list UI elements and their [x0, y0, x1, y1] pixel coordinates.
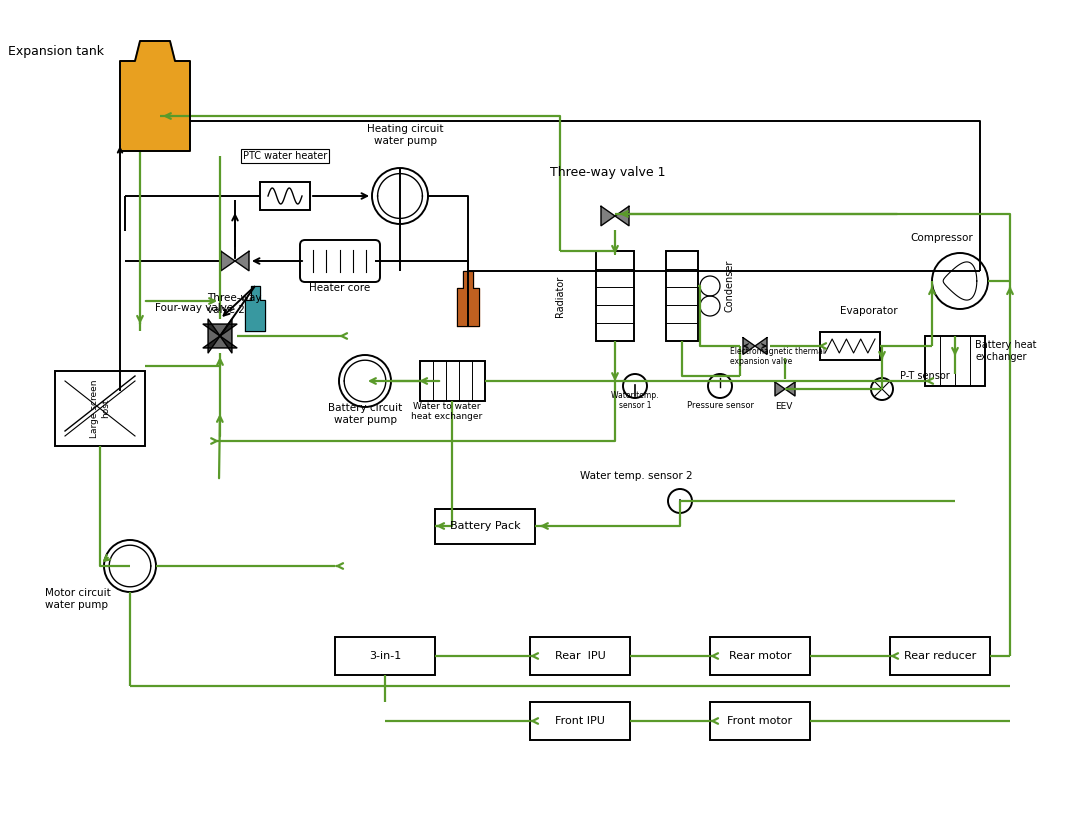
Bar: [420, 361, 485, 401]
Bar: [710, 637, 810, 675]
Text: Rear reducer: Rear reducer: [904, 651, 976, 661]
Bar: [890, 637, 990, 675]
Bar: [435, 509, 535, 543]
Text: EEV: EEV: [775, 402, 793, 411]
Text: Heating circuit
water pump: Heating circuit water pump: [367, 125, 444, 146]
Text: Condenser: Condenser: [724, 260, 735, 312]
Text: P-T sensor: P-T sensor: [900, 371, 950, 381]
Bar: [260, 182, 310, 210]
Text: Battery Pack: Battery Pack: [450, 521, 520, 531]
Text: Rear motor: Rear motor: [729, 651, 792, 661]
Polygon shape: [785, 382, 795, 396]
Polygon shape: [221, 251, 235, 271]
Polygon shape: [120, 41, 190, 151]
Polygon shape: [202, 336, 237, 348]
Text: Heater core: Heater core: [309, 283, 370, 293]
Text: Compressor: Compressor: [910, 233, 973, 243]
Polygon shape: [208, 319, 220, 353]
Text: Water temp.
sensor 1: Water temp. sensor 1: [612, 391, 659, 410]
Text: 3-in-1: 3-in-1: [369, 651, 401, 661]
Text: Four-way valve: Four-way valve: [155, 303, 234, 313]
Text: Front IPU: Front IPU: [555, 716, 605, 726]
Text: Radiator: Radiator: [555, 275, 565, 317]
Text: Battery circuit
water pump: Battery circuit water pump: [327, 403, 402, 425]
Text: Pressure sensor: Pressure sensor: [686, 401, 754, 410]
Bar: [820, 332, 880, 360]
Text: Three-way
valve 2: Three-way valve 2: [207, 293, 262, 315]
Bar: [925, 336, 985, 386]
Polygon shape: [775, 382, 785, 396]
Text: Three-way valve 1: Three-way valve 1: [550, 166, 666, 179]
Bar: [666, 251, 698, 341]
Polygon shape: [220, 319, 232, 353]
Text: Large screen
host: Large screen host: [90, 379, 110, 438]
Polygon shape: [743, 337, 755, 354]
Polygon shape: [601, 206, 615, 226]
Text: Front motor: Front motor: [727, 716, 793, 726]
Bar: [710, 702, 810, 740]
Text: Rear  IPU: Rear IPU: [555, 651, 605, 661]
Text: Electromagnetic thermal
expansion valve: Electromagnetic thermal expansion valve: [730, 347, 825, 366]
Bar: [55, 371, 145, 446]
Polygon shape: [615, 206, 629, 226]
Polygon shape: [457, 271, 479, 326]
Bar: [596, 251, 634, 341]
Bar: [530, 702, 630, 740]
Text: Motor circuit
water pump: Motor circuit water pump: [45, 588, 111, 610]
Polygon shape: [244, 286, 265, 331]
Polygon shape: [235, 251, 249, 271]
Polygon shape: [202, 324, 237, 336]
Bar: [530, 637, 630, 675]
Text: Evaporator: Evaporator: [840, 306, 897, 316]
Text: Expansion tank: Expansion tank: [8, 45, 104, 57]
Bar: [335, 637, 435, 675]
Text: Water temp. sensor 2: Water temp. sensor 2: [581, 471, 693, 481]
Text: Battery heat
exchanger: Battery heat exchanger: [975, 340, 1036, 361]
Polygon shape: [755, 337, 767, 354]
Text: PTC water heater: PTC water heater: [243, 151, 327, 161]
Text: Water to water
heat exchanger: Water to water heat exchanger: [411, 401, 482, 421]
